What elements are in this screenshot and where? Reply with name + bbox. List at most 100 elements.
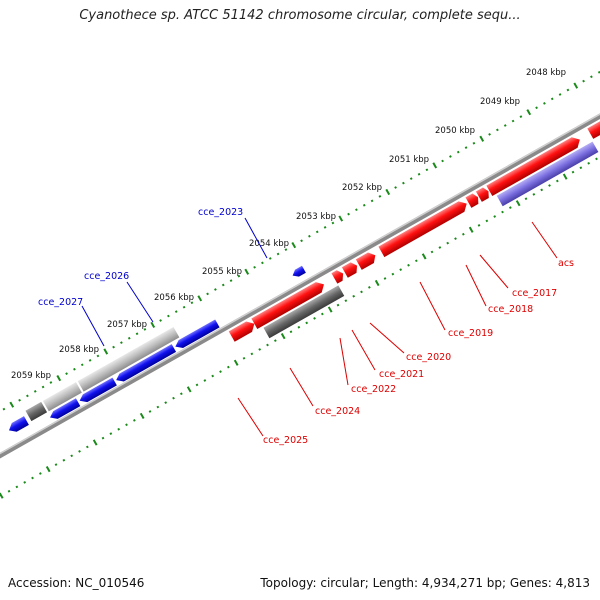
tick-mark	[54, 463, 58, 467]
gene-block[interactable]	[7, 416, 29, 435]
tick-mark	[253, 265, 256, 269]
tick-mark	[197, 295, 203, 302]
tick-mark	[289, 330, 293, 334]
gene-label-cce-2021[interactable]: cce_2021	[379, 369, 424, 380]
tick-mark	[417, 172, 421, 176]
tick-mark	[280, 333, 286, 340]
tick-mark	[56, 374, 62, 382]
tick-mark	[31, 476, 34, 480]
tick-mark	[367, 286, 371, 289]
gene-block[interactable]	[48, 398, 81, 422]
tick-mark	[211, 374, 215, 378]
tick-mark	[38, 472, 42, 475]
gene-block[interactable]	[173, 319, 220, 350]
tick-mark	[164, 401, 168, 404]
tick-mark	[167, 314, 170, 318]
tick-mark	[515, 200, 521, 207]
tick-mark	[454, 237, 457, 241]
reverse-strand-genes	[7, 265, 306, 435]
gene-block[interactable]	[587, 112, 600, 139]
gene-block[interactable]	[78, 377, 117, 406]
tick-mark	[0, 492, 4, 499]
tick-mark	[336, 303, 340, 307]
tick-mark	[9, 401, 15, 408]
tick-mark	[305, 321, 309, 325]
gene-label-cce-2017[interactable]: cce_2017	[512, 288, 557, 299]
gene-block[interactable]	[496, 141, 599, 207]
tick-mark	[383, 277, 387, 280]
tick-mark	[461, 232, 465, 236]
tick-mark	[409, 177, 413, 181]
tick-label: 2057 kbp	[107, 320, 147, 330]
gene-label-cce-2025[interactable]: cce_2025	[263, 435, 308, 446]
tick-label: 2058 kbp	[59, 345, 99, 355]
tick-label: 2052 kbp	[342, 183, 382, 193]
tick-mark	[587, 161, 591, 165]
tick-mark	[70, 454, 74, 458]
tick-mark	[566, 88, 570, 92]
gene-label-cce-2020[interactable]: cce_2020	[406, 352, 451, 363]
gene-block[interactable]	[475, 186, 491, 202]
gene-block[interactable]	[251, 279, 327, 329]
tick-mark	[148, 410, 152, 413]
gene-block[interactable]	[263, 285, 345, 339]
tick-mark	[468, 226, 474, 233]
gene-block[interactable]	[25, 401, 48, 422]
tick-label: 2055 kbp	[202, 267, 242, 277]
gene-block[interactable]	[355, 250, 378, 270]
tick-mark	[206, 292, 209, 296]
gene-block[interactable]	[42, 382, 82, 412]
tick-mark	[394, 186, 397, 189]
gene-block[interactable]	[77, 326, 180, 392]
tick-mark	[308, 234, 311, 238]
gene-label-cce-2022[interactable]: cce_2022	[351, 384, 396, 395]
tick-mark	[258, 348, 262, 351]
gene-block[interactable]	[378, 198, 469, 258]
tick-mark	[179, 392, 183, 396]
tick-mark	[562, 173, 568, 180]
tick-label: 2059 kbp	[11, 371, 51, 381]
tick-mark	[174, 310, 178, 313]
gene-label-cce-2023[interactable]: cce_2023	[198, 207, 243, 218]
tick-mark	[127, 336, 131, 340]
tick-mark	[273, 339, 277, 342]
gene-block[interactable]	[114, 344, 177, 384]
tick-mark	[446, 241, 450, 245]
tick-mark	[407, 263, 410, 267]
tick-mark	[109, 432, 113, 436]
tick-mark	[352, 294, 356, 298]
gene-label-cce-2026[interactable]: cce_2026	[84, 271, 129, 282]
tick-mark	[18, 398, 21, 402]
tick-mark	[226, 365, 230, 369]
tick-mark	[362, 203, 366, 207]
tick-mark	[477, 223, 481, 227]
gene-label-cce-2024[interactable]: cce_2024	[315, 406, 360, 417]
gene-block[interactable]	[341, 260, 360, 278]
tick-mark	[540, 188, 544, 192]
gene-block[interactable]	[331, 268, 346, 284]
tick-mark	[532, 192, 536, 196]
tick-mark	[558, 93, 562, 96]
gene-label-acs[interactable]: acs	[558, 258, 574, 269]
gene-label-cce-2018[interactable]: cce_2018	[488, 304, 533, 315]
tick-mark	[139, 412, 145, 420]
gene-block[interactable]	[228, 319, 258, 342]
tick-mark	[399, 268, 403, 272]
tick-mark	[430, 250, 434, 254]
tick-mark	[496, 128, 499, 132]
tick-label: 2054 kbp	[249, 239, 289, 249]
tick-mark	[323, 226, 327, 229]
tick-mark	[550, 97, 554, 101]
tick-mark	[378, 195, 382, 198]
gene-label-cce-2019[interactable]: cce_2019	[448, 328, 493, 339]
tick-mark	[391, 272, 395, 276]
tick-label: 2051 kbp	[389, 155, 429, 165]
gene-block[interactable]	[291, 265, 306, 279]
gene-label-cce-2027[interactable]: cce_2027	[38, 297, 83, 308]
gene-block[interactable]	[486, 134, 582, 197]
tick-mark	[73, 367, 76, 371]
tick-mark	[159, 319, 162, 322]
tick-mark	[78, 450, 81, 453]
tick-mark	[313, 317, 316, 320]
gene-block[interactable]	[465, 192, 480, 208]
